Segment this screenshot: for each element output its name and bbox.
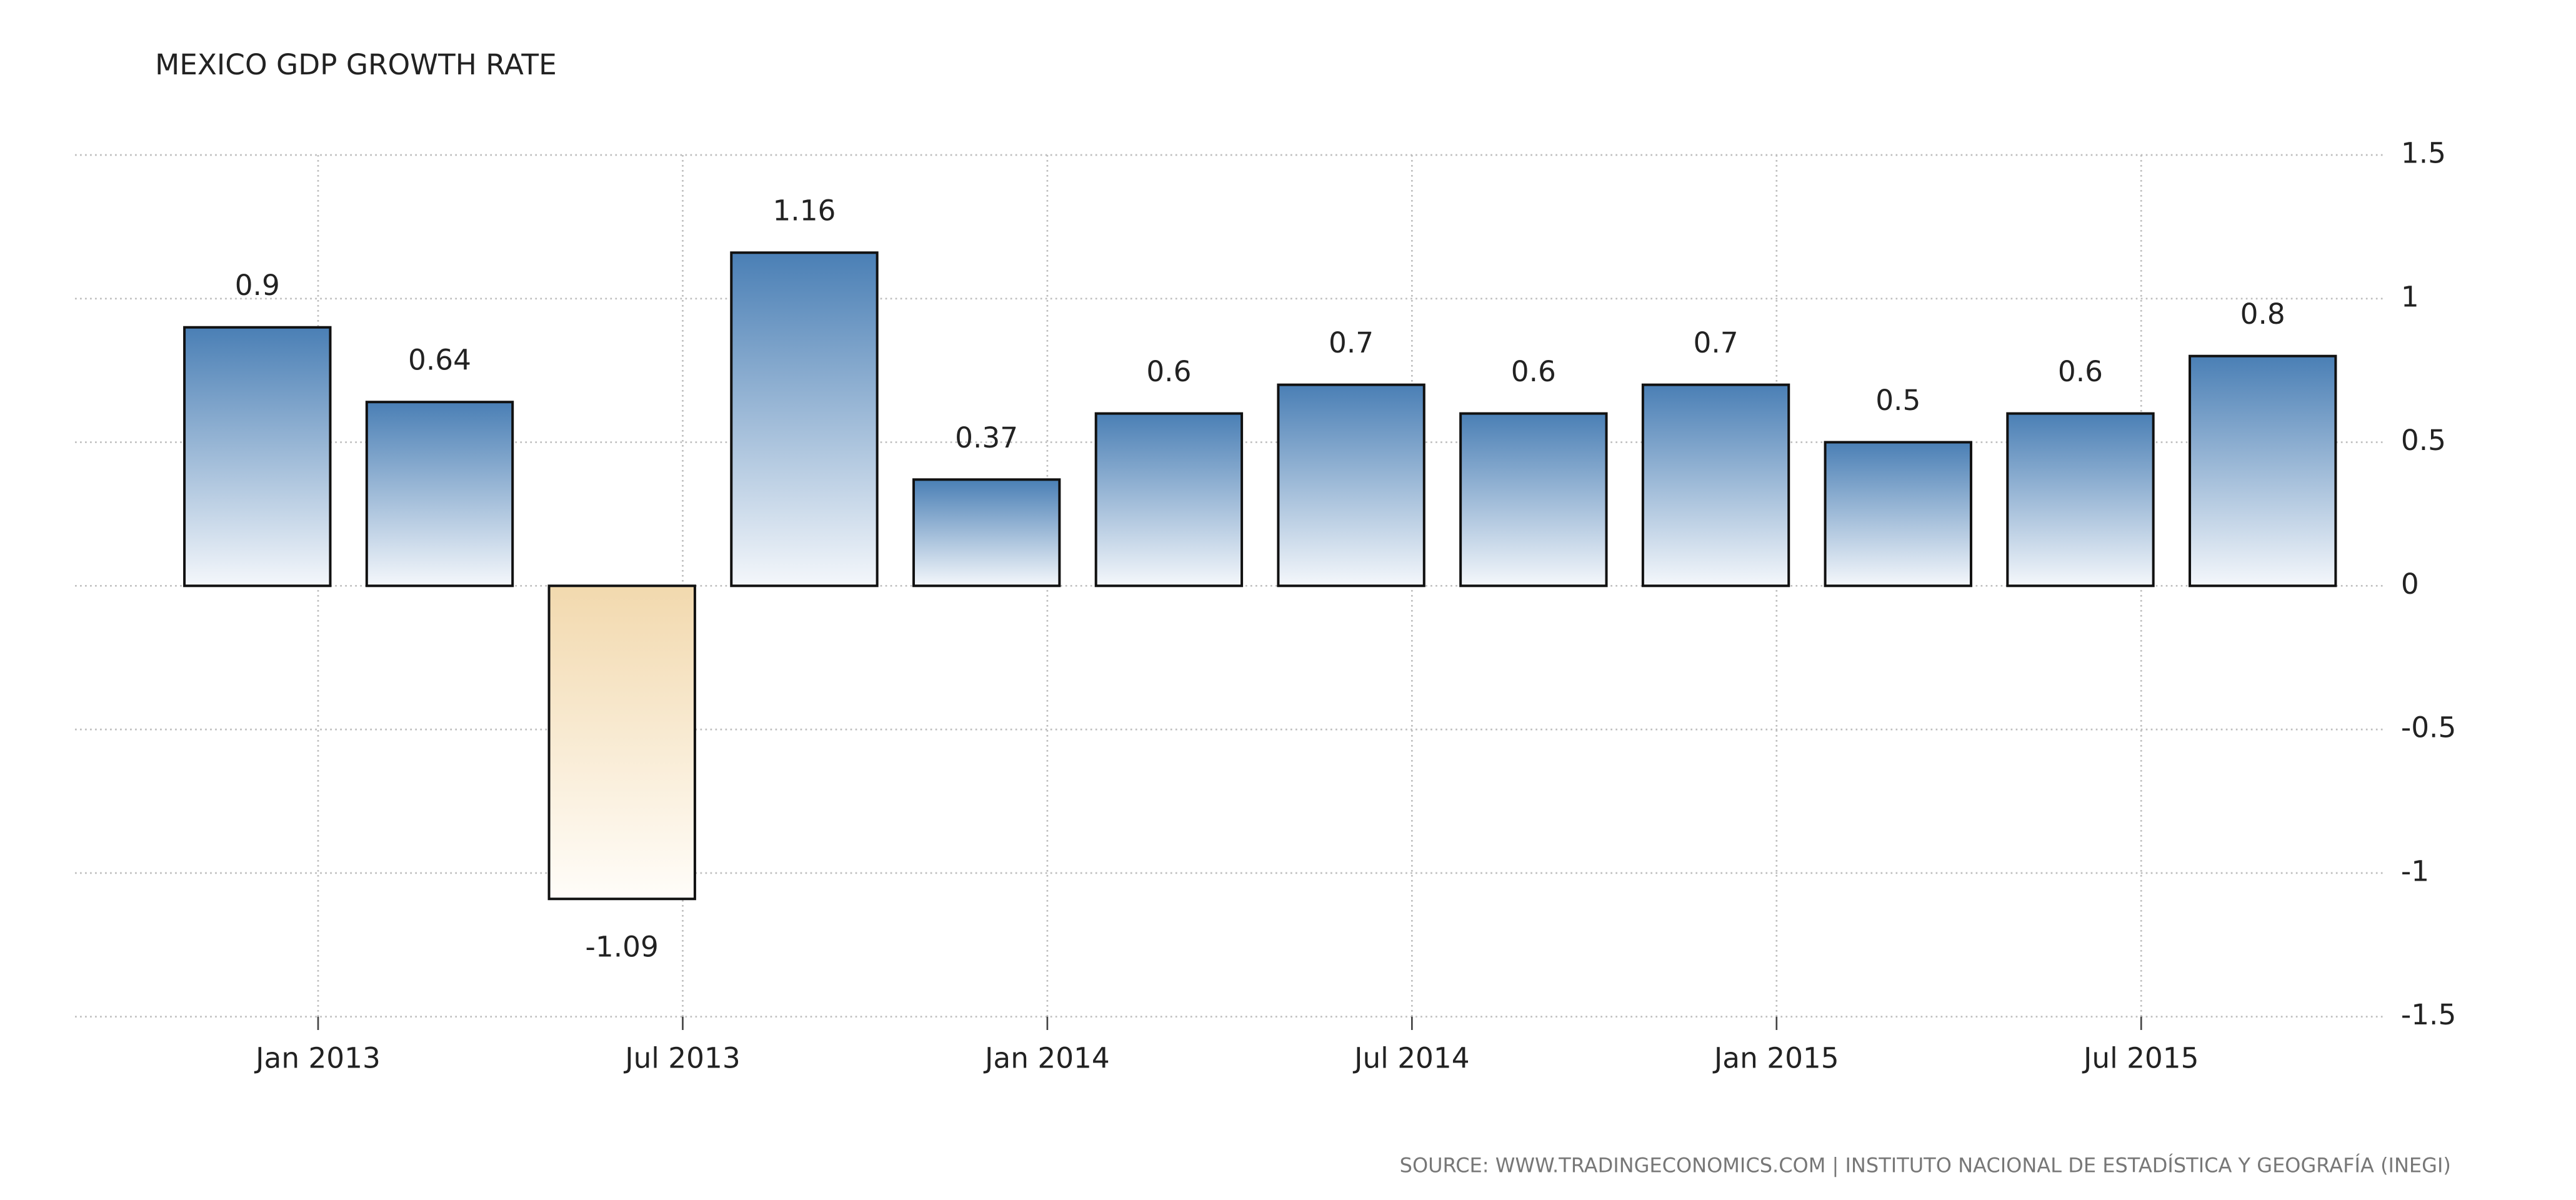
y-tick-label: -1.5 (2401, 998, 2456, 1031)
value-label: 0.6 (1146, 355, 1191, 388)
x-tick-label: Jul 2013 (623, 1042, 741, 1075)
value-label: -1.09 (586, 931, 659, 964)
x-tick-label: Jan 2014 (983, 1042, 1110, 1075)
bar (183, 326, 332, 588)
x-tick-label: Jul 2015 (2082, 1042, 2199, 1075)
bar (1094, 412, 1244, 588)
bar (1277, 383, 1425, 588)
bar (730, 251, 879, 588)
value-label: 0.6 (2058, 355, 2103, 388)
value-label: 0.9 (235, 269, 280, 302)
value-label: 0.6 (1511, 355, 1556, 388)
bar (1824, 441, 1972, 588)
bar (1641, 383, 1790, 588)
bar (547, 584, 696, 901)
value-label: 0.37 (955, 421, 1018, 454)
y-tick-label: 1.5 (2401, 137, 2446, 170)
bar (365, 401, 514, 588)
value-label: 0.7 (1693, 326, 1738, 359)
bar (2189, 354, 2337, 588)
y-tick-label: 0.5 (2401, 424, 2446, 457)
value-label: 0.8 (2240, 298, 2285, 331)
bar (1459, 412, 1608, 588)
x-tick-label: Jul 2014 (1352, 1042, 1470, 1075)
y-tick-label: -1 (2401, 854, 2429, 888)
value-label: 0.7 (1329, 326, 1374, 359)
value-label: 0.64 (408, 344, 471, 377)
y-tick-label: 1 (2401, 280, 2419, 313)
bar (2006, 412, 2155, 588)
bar (912, 478, 1061, 588)
x-tick-label: Jan 2015 (1712, 1042, 1839, 1075)
y-tick-label: 0 (2401, 568, 2419, 601)
y-tick-label: -0.5 (2401, 711, 2456, 744)
value-label: 0.5 (1875, 384, 1920, 417)
source-note: SOURCE: WWW.TRADINGECONOMICS.COM | INSTI… (1400, 1154, 2451, 1178)
value-label: 1.16 (772, 194, 836, 228)
x-tick-label: Jan 2013 (254, 1042, 381, 1075)
chart-title: MEXICO GDP GROWTH RATE (155, 48, 557, 81)
